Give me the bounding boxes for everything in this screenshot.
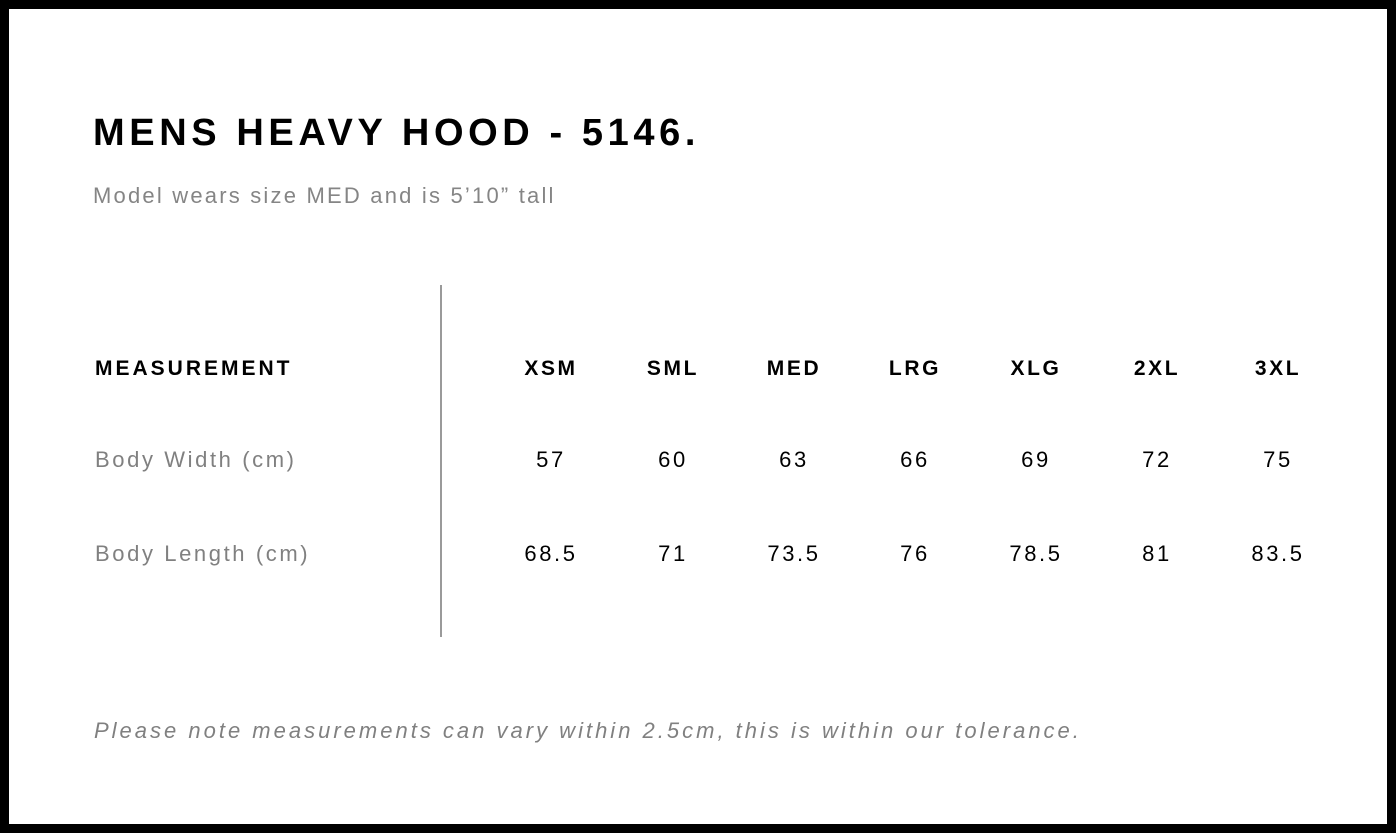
size-header: XSM — [524, 357, 578, 380]
table-cell: 69 — [1021, 447, 1051, 472]
table-cell: 60 — [658, 447, 688, 472]
size-header: MED — [766, 357, 822, 380]
table-cell: 66 — [900, 447, 930, 472]
row-label: Body Length (cm) — [95, 541, 311, 566]
table-cell: 78.5 — [1009, 541, 1063, 566]
table-cell: 73.5 — [767, 541, 821, 566]
table-cell: 68.5 — [524, 541, 578, 566]
tolerance-note: Please note measurements can vary within… — [94, 718, 1082, 743]
header-measurement: MEASUREMENT — [95, 357, 293, 380]
size-header: XLG — [1010, 357, 1062, 380]
page-title: MENS HEAVY HOOD - 5146. — [93, 112, 700, 154]
table-cell: 76 — [900, 541, 930, 566]
size-header: SML — [646, 357, 700, 380]
table-cell: 63 — [779, 447, 809, 472]
row-label: Body Width (cm) — [95, 447, 297, 472]
size-header: 2XL — [1133, 357, 1181, 380]
table-cell: 75 — [1263, 447, 1293, 472]
size-header: LRG — [888, 357, 942, 380]
table-cell: 57 — [536, 447, 566, 472]
size-chart-card: MENS HEAVY HOOD - 5146. Model wears size… — [9, 9, 1387, 824]
table-divider — [440, 285, 442, 637]
table-cell: 72 — [1142, 447, 1172, 472]
table-cell: 71 — [658, 541, 688, 566]
size-header: 3XL — [1254, 357, 1302, 380]
table-cell: 81 — [1142, 541, 1172, 566]
table-cell: 83.5 — [1251, 541, 1305, 566]
model-info: Model wears size MED and is 5’10” tall — [93, 183, 556, 208]
